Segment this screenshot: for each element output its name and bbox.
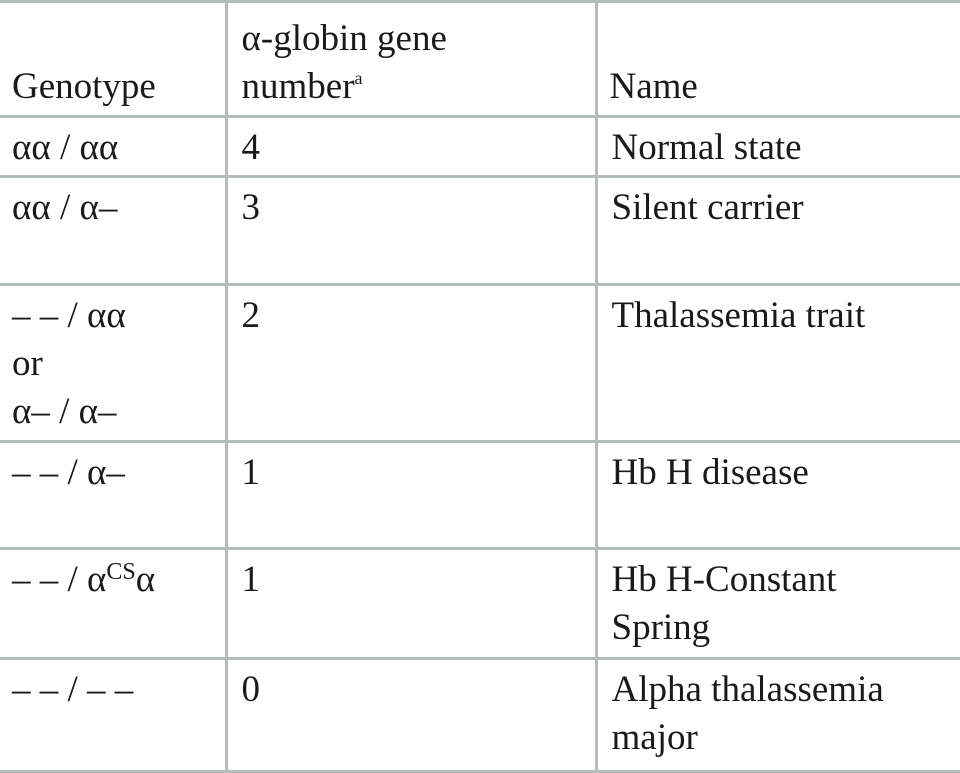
header-gene-number-line1: α-globin gene bbox=[242, 15, 595, 63]
header-genotype: Genotype bbox=[0, 2, 226, 117]
name-cell: Alpha thalassemia major bbox=[596, 659, 960, 772]
genotype-text: – – / αα bbox=[12, 292, 225, 340]
gene-number-value: 1 bbox=[242, 452, 261, 493]
genotype-text-alt: α– / α– bbox=[12, 388, 225, 436]
name-text: Thalassemia trait bbox=[612, 292, 960, 340]
gene-number-cell: 1 bbox=[226, 549, 596, 659]
table-row: – – / αCSα 1 Hb H-Constant Spring bbox=[0, 549, 960, 659]
header-name: Name bbox=[596, 2, 960, 117]
gene-number-cell: 0 bbox=[226, 659, 596, 772]
name-cell: Normal state bbox=[596, 117, 960, 177]
name-text: Hb H disease bbox=[612, 449, 960, 497]
gene-number-cell: 4 bbox=[226, 117, 596, 177]
name-cell: Hb H disease bbox=[596, 442, 960, 549]
genotype-or-text: or bbox=[12, 340, 225, 388]
genotype-prefix: – – / α bbox=[12, 559, 106, 600]
name-text: Hb H-Constant bbox=[612, 556, 960, 604]
name-text: Alpha thalassemia bbox=[612, 666, 960, 714]
gene-number-value: 1 bbox=[242, 559, 261, 600]
table-row: αα / α– 3 Silent carrier bbox=[0, 177, 960, 285]
genotype-text: – – / – – bbox=[12, 666, 225, 714]
header-gene-number: α-globin gene numbera bbox=[226, 2, 596, 117]
table-row: – – / – – 0 Alpha thalassemia major bbox=[0, 659, 960, 772]
genotype-suffix: α bbox=[136, 559, 155, 600]
constant-spring-superscript: CS bbox=[106, 559, 135, 585]
name-text: Normal state bbox=[612, 124, 960, 172]
genotype-text: αα / α– bbox=[12, 184, 225, 232]
name-text: Silent carrier bbox=[612, 184, 960, 232]
name-text-line2: major bbox=[612, 714, 960, 762]
gene-number-cell: 3 bbox=[226, 177, 596, 285]
gene-number-cell: 1 bbox=[226, 442, 596, 549]
table-row: αα / αα 4 Normal state bbox=[0, 117, 960, 177]
table-header-row: Genotype α-globin gene numbera Name bbox=[0, 2, 960, 117]
genotype-cell: – – / αCSα bbox=[0, 549, 226, 659]
name-cell: Thalassemia trait bbox=[596, 285, 960, 442]
header-name-label: Name bbox=[610, 66, 698, 107]
genotype-cell: – – / αα or α– / α– bbox=[0, 285, 226, 442]
genotype-text: – – / αCSα bbox=[12, 556, 225, 604]
name-cell: Hb H-Constant Spring bbox=[596, 549, 960, 659]
genotype-cell: – – / – – bbox=[0, 659, 226, 772]
genotype-text: αα / αα bbox=[12, 124, 225, 172]
genotype-text: – – / α– bbox=[12, 449, 225, 497]
gene-number-value: 3 bbox=[242, 187, 261, 228]
header-gene-number-word: number bbox=[242, 66, 355, 107]
header-genotype-label: Genotype bbox=[12, 66, 156, 107]
gene-number-value: 2 bbox=[242, 295, 261, 336]
header-gene-number-line2: numbera bbox=[242, 63, 595, 111]
footnote-marker: a bbox=[355, 68, 363, 88]
table-row: – – / α– 1 Hb H disease bbox=[0, 442, 960, 549]
gene-number-value: 4 bbox=[242, 127, 261, 168]
genotype-cell: αα / α– bbox=[0, 177, 226, 285]
gene-number-cell: 2 bbox=[226, 285, 596, 442]
genotype-cell: – – / α– bbox=[0, 442, 226, 549]
name-text-line2: Spring bbox=[612, 604, 960, 652]
genotype-cell: αα / αα bbox=[0, 117, 226, 177]
table-row: – – / αα or α– / α– 2 Thalassemia trait bbox=[0, 285, 960, 442]
name-cell: Silent carrier bbox=[596, 177, 960, 285]
gene-number-value: 0 bbox=[242, 669, 261, 710]
